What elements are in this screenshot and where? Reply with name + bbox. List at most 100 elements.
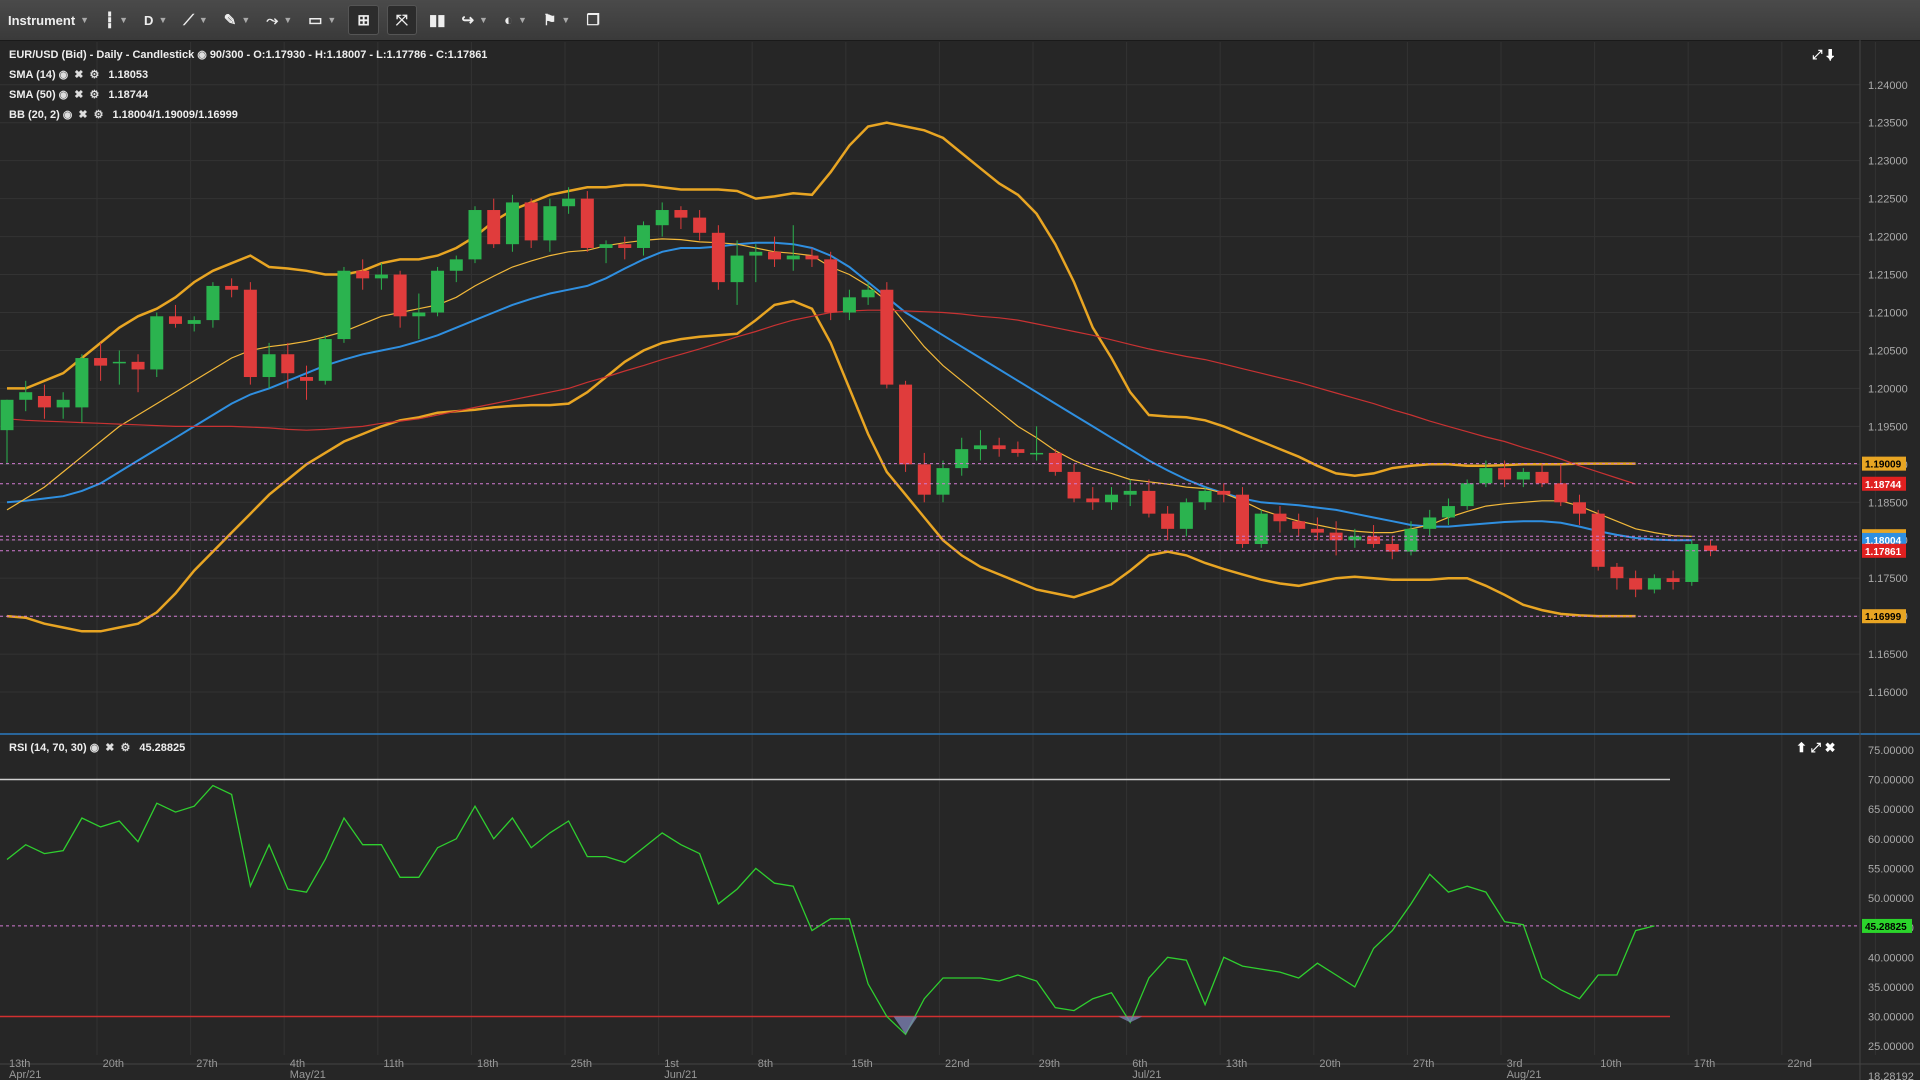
eye-icon[interactable]: ◉: [58, 89, 69, 101]
eye-icon[interactable]: ◉: [58, 69, 69, 81]
candle-body: [917, 464, 931, 495]
candle-body: [786, 255, 800, 260]
chart-canvas[interactable]: 1.24000 1.23500 1.23000 1.22500 1.22000 1.215…: [0, 40, 1920, 1080]
timeframe-dropdown[interactable]: D ▼: [136, 0, 175, 40]
gear-icon[interactable]: ⚙: [89, 69, 100, 81]
candle-body: [936, 468, 950, 495]
close-icon[interactable]: ✖: [78, 109, 88, 121]
price-tick-label: 1.21500: [1868, 270, 1908, 282]
month-label: Aug/21: [1507, 1069, 1542, 1080]
candle-body: [1572, 502, 1586, 514]
candle-body: [187, 320, 201, 324]
candle-body: [562, 198, 576, 207]
indicator-name: SMA (14): [9, 68, 56, 81]
theme-icon: ◐: [503, 11, 514, 29]
date-tick-label: 4th: [290, 1058, 305, 1070]
price-tag-label: 1.17861: [1865, 547, 1902, 558]
close-pane-icon[interactable]: ✖: [1824, 740, 1836, 755]
close-icon[interactable]: ✖: [105, 742, 115, 754]
chevron-down-icon: ▼: [119, 15, 129, 25]
candle-body: [1367, 536, 1381, 545]
fullscreen-button[interactable]: ⤧: [386, 5, 417, 35]
maximize-pane-icon[interactable]: ⤢: [1812, 47, 1823, 62]
rsi-tick-label: 70.00000: [1868, 775, 1914, 787]
candle-body: [75, 358, 89, 408]
candle-body: [1254, 513, 1268, 545]
chevron-down-icon: ▼: [561, 15, 571, 25]
price-tick-label: 1.21000: [1868, 308, 1908, 320]
price-tag-label: 1.16999: [1865, 612, 1902, 623]
eye-icon[interactable]: ◉: [197, 49, 207, 61]
new-window-button[interactable]: ❐: [578, 0, 607, 40]
bar-chart-button[interactable]: ▮▮: [421, 0, 454, 40]
date-tick-label: 25th: [571, 1058, 592, 1070]
price-tick-label: 1.23500: [1868, 118, 1908, 130]
line-tool-button[interactable]: ⟋ ▼: [175, 0, 215, 40]
candle-body: [842, 297, 856, 313]
candle-body: [1704, 545, 1718, 551]
candle-body: [1329, 532, 1343, 541]
candle-body: [1048, 452, 1062, 472]
eye-icon[interactable]: ◉: [89, 742, 100, 754]
rsi-line: [6, 784, 1655, 1036]
price-tick-label: 1.16000: [1868, 687, 1908, 699]
gear-icon[interactable]: ⚙: [120, 742, 131, 754]
maximize-pane-icon[interactable]: ⤢: [1810, 740, 1821, 755]
close-icon[interactable]: ✖: [74, 89, 84, 101]
shape-button[interactable]: ▭ ▼: [300, 0, 344, 40]
gear-icon[interactable]: ⚙: [89, 89, 100, 101]
candle-body: [150, 316, 164, 370]
crosshair-button[interactable]: ⊞: [348, 5, 379, 35]
close-icon[interactable]: ✖: [74, 69, 84, 81]
date-tick-label: 13th: [9, 1058, 30, 1070]
eye-icon[interactable]: ◉: [62, 109, 73, 121]
price-axis[interactable]: 1.24000 1.23500 1.23000 1.22500 1.22000 1.215…: [1862, 80, 1908, 699]
date-axis[interactable]: 13th 20th 27th 4th 11th 18th 25th 1st 8th 15th 22n…: [0, 1058, 1920, 1080]
candle-body: [19, 392, 33, 400]
price-tag-box: [1862, 532, 1906, 547]
candle-body: [861, 289, 875, 298]
gear-icon[interactable]: ⚙: [93, 109, 104, 121]
ruler-button[interactable]: ✎ ▼: [216, 0, 259, 40]
candle-body: [1011, 449, 1025, 453]
rsi-tag-box: [1862, 918, 1912, 933]
share-button[interactable]: ↪ ▼: [453, 0, 496, 40]
candle-body: [431, 270, 445, 313]
share-icon: ↪: [461, 12, 475, 29]
candle-body: [0, 399, 14, 431]
candle-body: [1123, 490, 1137, 495]
candle-body: [1142, 490, 1156, 514]
month-label: Jun/21: [664, 1069, 697, 1080]
candle-body: [94, 358, 108, 366]
sma50-legend: SMA (50) ◉ ✖ ⚙ 1.18744: [9, 88, 148, 102]
language-button[interactable]: ⚑ ▼: [535, 0, 578, 40]
rsi-axis[interactable]: 75.00000 70.00000 65.00000 60.00000 55.00000…: [1862, 745, 1914, 1080]
candle-body: [225, 285, 239, 290]
indicator-value: 1.18053: [108, 68, 149, 81]
bb-upper-line: [7, 121, 1636, 477]
date-tick-label: 11th: [383, 1058, 404, 1070]
candle-body: [56, 399, 70, 408]
rsi-tick-label: 50.00000: [1868, 893, 1914, 905]
move-up-icon[interactable]: ⬆: [1796, 740, 1807, 755]
price-tick-label: 1.19500: [1868, 421, 1908, 433]
candle-body: [973, 445, 987, 450]
month-label: Jul/21: [1132, 1069, 1161, 1080]
pattern-button[interactable]: ⤳ ▼: [258, 0, 300, 40]
candle-body: [262, 354, 276, 378]
theme-button[interactable]: ◐ ▼: [496, 0, 535, 40]
grid-lines: [0, 40, 1920, 1080]
candle-body: [655, 210, 669, 226]
rsi-tag-label: 45.28825: [1865, 922, 1907, 933]
move-down-icon[interactable]: ⬇: [1826, 47, 1835, 62]
price-tick-label: 1.20000: [1868, 383, 1908, 395]
chevron-down-icon: ▼: [283, 15, 293, 25]
candle-body: [1685, 544, 1699, 582]
indicator-value: 45.28825: [139, 741, 186, 754]
candle-body: [599, 244, 613, 248]
instrument-dropdown[interactable]: Instrument ▼: [0, 0, 97, 40]
date-tick-label: 22nd: [1787, 1058, 1811, 1070]
date-tick-label: 22nd: [945, 1058, 969, 1070]
candle-body: [1236, 494, 1250, 545]
candle-type-button[interactable]: ┇ ▼: [97, 0, 136, 40]
